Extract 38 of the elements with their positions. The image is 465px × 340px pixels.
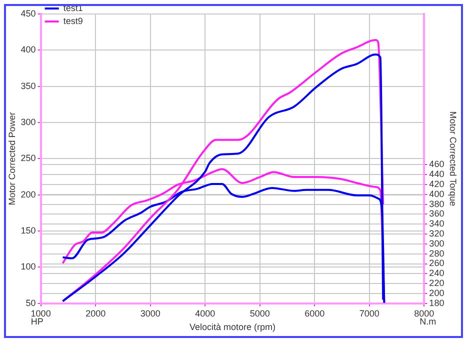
x-tick-label: 2000 (86, 308, 106, 318)
y2-tick-label: 220 (429, 278, 444, 288)
x-axis-title: Velocità motore (rpm) (189, 322, 276, 332)
y2-tick-label: 400 (429, 188, 444, 199)
y2-tick-label: 360 (429, 208, 444, 219)
y2-tick-label: 380 (429, 198, 444, 209)
x-tick-label: 6000 (304, 308, 325, 318)
y-tick-label: 100 (20, 262, 36, 272)
text: N.m (420, 316, 436, 326)
y-tick-label: 350 (20, 80, 36, 91)
y-axis-title: Motor Corrected Power (6, 112, 17, 206)
y-tick-label: 250 (20, 153, 36, 164)
y2-tick-label: 340 (429, 218, 444, 229)
x-tick-label: 5000 (250, 308, 270, 318)
y-tick-label: 200 (20, 189, 36, 200)
x-tick-label: 7000 (359, 308, 380, 318)
y-tick-label: 50 (26, 298, 36, 308)
y2-tick-label: 320 (429, 228, 444, 239)
x-tick-label: 1000 (30, 308, 51, 318)
y2-tick-label: 460 (429, 159, 444, 170)
y2-tick-label: 240 (429, 268, 444, 278)
x-tick-label: 3000 (140, 308, 160, 318)
y2-tick-label: 180 (429, 298, 444, 308)
x-tick-label: 8000 (414, 308, 434, 318)
y2-tick-label: 280 (429, 248, 444, 258)
x-tick-label: 4000 (195, 308, 216, 318)
y2-tick-label: 420 (429, 178, 444, 189)
y2-axis-title: Motor Corrected Torque (448, 111, 458, 206)
y2-tick-label: 440 (429, 169, 444, 180)
y2-tick-label: 300 (429, 238, 444, 248)
y2-tick-label: 200 (429, 288, 444, 298)
y-tick-label: 300 (20, 117, 36, 128)
y2-tick-label: 260 (429, 258, 444, 268)
y-tick-label: 400 (20, 44, 36, 55)
legend-label: test9 (63, 16, 83, 26)
y-tick-label: 150 (20, 226, 36, 236)
text: HP (30, 316, 44, 326)
y-tick-label: 450 (20, 8, 36, 18)
